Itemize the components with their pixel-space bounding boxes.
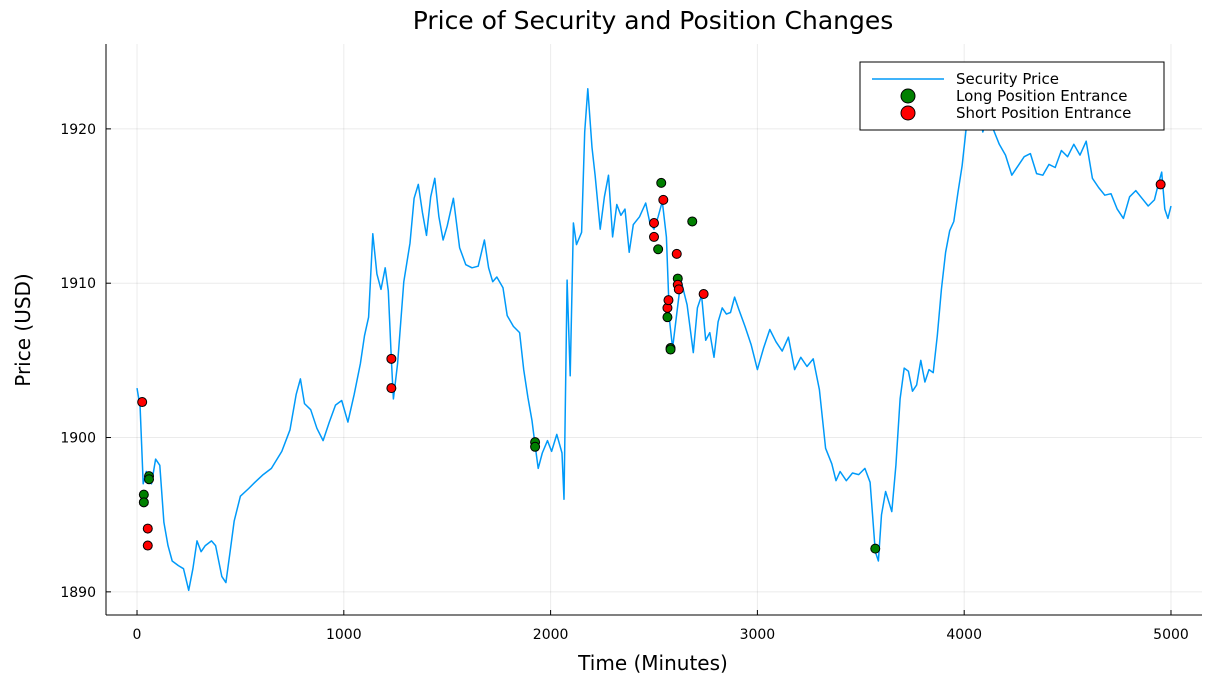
short-entry-marker xyxy=(142,523,153,534)
short-entry-marker xyxy=(386,383,397,394)
short-entry-marker xyxy=(663,295,674,306)
short-entry-marker xyxy=(649,218,659,229)
short-entry-marker xyxy=(386,353,397,364)
y-axis-title: Price (USD) xyxy=(11,273,35,387)
long-entry-marker xyxy=(144,474,155,485)
series-layer xyxy=(136,86,1172,592)
long-entry-marker xyxy=(687,216,698,227)
long-entry-marker xyxy=(530,441,541,452)
x-tick-label: 5000 xyxy=(1153,627,1189,643)
x-tick-label: 0 xyxy=(133,627,142,643)
x-tick-label: 4000 xyxy=(946,627,982,643)
long-entry-marker xyxy=(870,543,881,554)
axis-ticks: 0 1000 2000 3000 4000 5000 1890 1900 1910 1920 xyxy=(60,122,1188,643)
legend-label-short: Short Position Entrance xyxy=(956,104,1131,122)
legend: Security Price Long Position Entrance Sh… xyxy=(859,61,1165,131)
long-entry-marker xyxy=(662,312,673,323)
plot-frame xyxy=(105,44,1202,616)
x-tick-label: 3000 xyxy=(740,627,776,643)
y-tick-label: 1900 xyxy=(60,431,96,447)
security-price-line xyxy=(136,86,1172,592)
long-entry-marker xyxy=(656,177,667,188)
long-entry-marker xyxy=(665,344,676,355)
short-entry-marker xyxy=(673,284,684,295)
x-tick-label: 1000 xyxy=(326,627,362,643)
legend-label-long: Long Position Entrance xyxy=(956,87,1127,105)
long-entry-marker xyxy=(138,497,149,508)
x-tick-label: 2000 xyxy=(533,627,569,643)
short-entry-marker xyxy=(671,248,682,259)
short-entry-marker xyxy=(698,289,709,300)
short-entry-marker xyxy=(649,231,659,242)
y-tick-label: 1920 xyxy=(60,122,96,138)
short-entry-marker xyxy=(658,194,669,205)
short-entry-marker xyxy=(1155,179,1166,190)
long-entry-marker xyxy=(653,244,664,255)
legend-label-security-price: Security Price xyxy=(956,70,1059,88)
y-tick-label: 1890 xyxy=(60,585,96,601)
marker-layer xyxy=(137,177,1166,554)
legend-swatch-short xyxy=(900,105,916,121)
short-entry-marker xyxy=(137,397,148,408)
short-entry-marker xyxy=(142,540,153,551)
chart-title: Price of Security and Position Changes xyxy=(413,6,894,35)
x-axis-title: Time (Minutes) xyxy=(577,651,728,675)
y-tick-label: 1910 xyxy=(60,276,96,292)
legend-swatch-long xyxy=(900,88,916,104)
